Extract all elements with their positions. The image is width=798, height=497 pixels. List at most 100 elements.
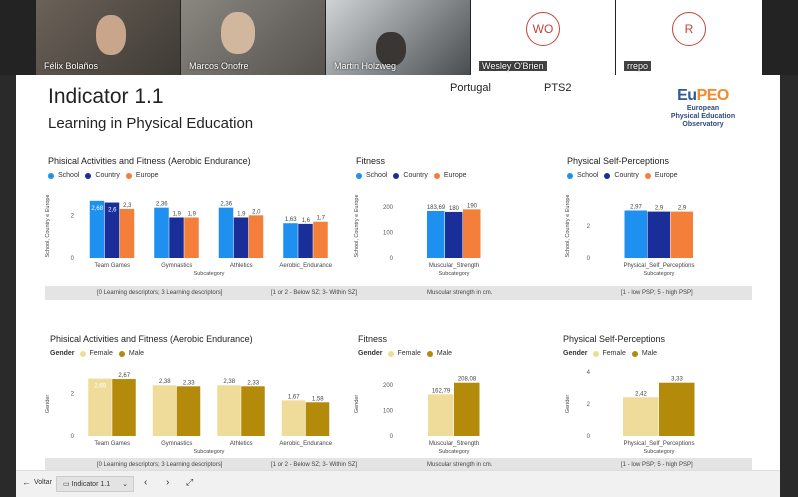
data-label: 180 — [449, 206, 460, 212]
legend-swatch — [79, 350, 86, 357]
logo-mark-b: PEO — [696, 87, 730, 104]
avatar: R — [672, 12, 706, 46]
y-tick-label: 0 — [587, 434, 591, 440]
chart-legend: School Country Europe — [356, 172, 470, 179]
legend-label: Country — [614, 172, 639, 179]
legend-label: Male — [128, 350, 145, 357]
participant-tile[interactable]: R rrepo — [616, 0, 762, 75]
avatar: WO — [526, 12, 560, 46]
participant-video — [96, 15, 126, 55]
bar — [463, 209, 481, 258]
bar — [647, 211, 670, 258]
legend-label: Female — [89, 350, 113, 357]
x-axis-label: Subcategory — [439, 449, 470, 455]
bar — [298, 223, 313, 258]
bar-chart-self-perception-gender: Gender 0 2 4 2,42 3,33 Physical_Self_Perceptio… — [565, 370, 695, 455]
x-tick-label: Muscular_Strength — [429, 441, 479, 447]
bar-chart-fitness-gender: Gender 0 100 200 162,79 208,08 Muscular_Streng… — [354, 377, 480, 455]
bar — [218, 207, 234, 258]
back-button[interactable]: Voltar — [34, 479, 52, 486]
page-selector[interactable]: ▭ Indicator 1.1 ⌄ — [56, 476, 134, 492]
legend-title: Gender — [50, 350, 75, 357]
bar — [248, 215, 264, 258]
legend-swatch — [356, 172, 362, 179]
page-title: Indicator 1.1 — [48, 85, 164, 108]
legend-swatch — [125, 172, 132, 179]
data-label: 1,63 — [285, 217, 297, 223]
y-tick-label: 200 — [383, 383, 394, 389]
expand-icon[interactable]: ⤢ — [186, 477, 194, 487]
legend-label: School — [58, 172, 80, 179]
back-arrow-icon[interactable]: ← — [22, 477, 31, 487]
x-tick-label: Athletics — [230, 263, 253, 269]
country-label: Portugal — [450, 82, 491, 94]
info-unit: Muscular strength in cm. — [427, 462, 493, 468]
next-page-icon[interactable]: › — [166, 477, 170, 488]
x-axis-label: Subcategory — [644, 449, 675, 455]
info-scale: [0 Learning descriptors; 3 Learning desc… — [97, 290, 223, 296]
y-axis-label: Gender — [45, 395, 51, 414]
data-label: 190 — [467, 203, 478, 209]
legend-swatch — [426, 350, 433, 357]
x-tick-label: Team Games — [94, 441, 130, 447]
data-label: 2,0 — [252, 209, 261, 215]
legend-title: Gender — [563, 350, 588, 357]
data-label: 162,79 — [432, 388, 451, 394]
x-axis-label: Subcategory — [644, 271, 675, 277]
bar — [427, 210, 445, 258]
bar — [88, 378, 112, 436]
participant-tile[interactable]: Marcos Onofre — [181, 0, 325, 75]
legend-swatch — [644, 172, 651, 179]
legend-swatch — [592, 350, 599, 357]
legend-swatch — [118, 350, 125, 357]
bar — [445, 211, 463, 258]
legend-swatch — [604, 172, 611, 179]
legend-label: School — [366, 172, 388, 179]
y-tick-label: 2 — [587, 224, 591, 230]
participant-tile[interactable]: Martin Holzweg — [326, 0, 470, 75]
x-tick-label: Physical_Self_Perceptions — [623, 263, 694, 269]
info-scale: [0 Learning descriptors; 3 Learning desc… — [97, 462, 223, 468]
participant-name: Marcos Onofre — [189, 61, 249, 71]
y-axis-label: Gender — [565, 395, 571, 414]
legend-swatch — [48, 172, 54, 179]
data-label: 183,69 — [427, 205, 446, 211]
y-tick-label: 2 — [71, 391, 75, 397]
participant-video — [221, 12, 255, 54]
previous-page-icon[interactable]: ‹ — [144, 477, 148, 488]
data-label: 2,9 — [678, 206, 687, 212]
data-label: 2,38 — [223, 379, 235, 385]
video-strip: Félix Bolaños Marcos Onofre Martin Holzw… — [0, 0, 798, 75]
data-label: 2,68 — [91, 206, 103, 212]
legend-label: Male — [436, 350, 453, 357]
data-label: 1,58 — [312, 396, 324, 402]
chart-legend: School Country Europe — [567, 172, 681, 179]
legend-swatch — [433, 172, 440, 179]
y-axis-label: School, Country e Europe — [45, 195, 51, 258]
bar — [670, 211, 693, 258]
report-canvas: Indicator 1.1 Learning in Physical Educa… — [16, 75, 780, 470]
bar — [281, 400, 306, 436]
participant-tile[interactable]: Félix Bolaños — [36, 0, 180, 75]
participant-name: Wesley O'Brien — [479, 61, 547, 71]
legend-label: Europe — [135, 172, 159, 179]
school-label: PTS2 — [544, 82, 572, 94]
bar — [119, 208, 135, 258]
eupeo-logo: EuPEO European Physical Education Observ… — [666, 87, 740, 129]
legend-label: Country — [403, 172, 428, 179]
data-label: 1,7 — [317, 216, 326, 222]
logo-line: Observatory — [682, 121, 724, 128]
participant-name: Martin Holzweg — [334, 61, 397, 71]
info-scale: [1 - low PSP; 5 - high PSP] — [621, 462, 693, 468]
page-icon: ▭ — [63, 481, 72, 488]
participant-tile[interactable]: WO Wesley O'Brien — [471, 0, 615, 75]
legend-swatch — [85, 172, 92, 179]
bar — [152, 385, 177, 436]
x-tick-label: Muscular_Strength — [429, 263, 479, 269]
participant-name: rrepo — [624, 61, 652, 71]
data-label: 2,9 — [655, 206, 664, 212]
data-label: 2,33 — [183, 380, 195, 386]
legend-label: Male — [641, 350, 658, 357]
data-label: 2,6 — [108, 208, 117, 214]
data-label: 2,67 — [118, 373, 130, 379]
